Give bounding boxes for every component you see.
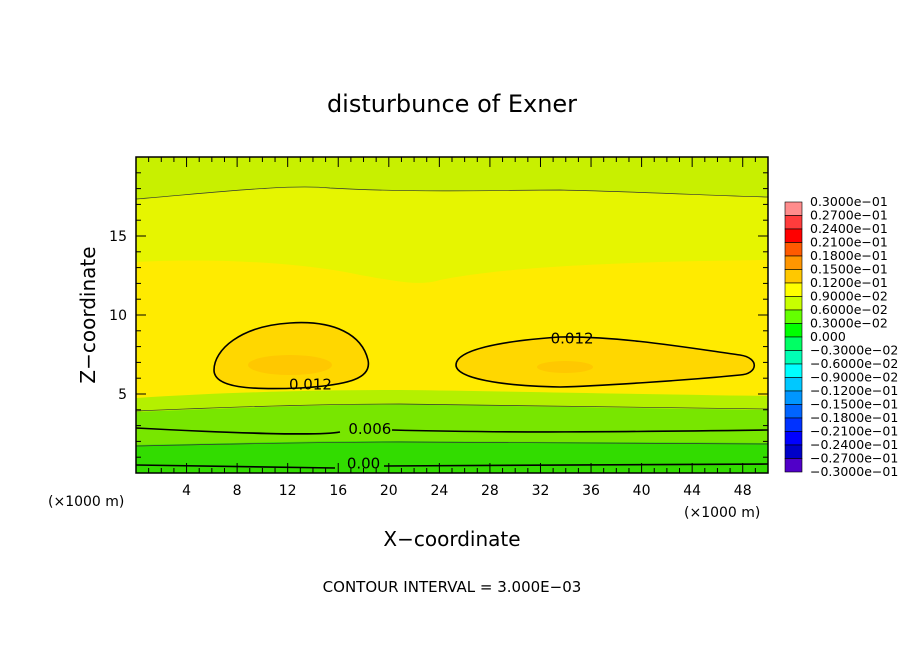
x-unit-label: (×1000 m) xyxy=(684,505,760,521)
legend-swatch xyxy=(784,350,803,365)
legend-swatch xyxy=(784,390,803,405)
legend-level-label: −0.3000e−01 xyxy=(810,464,898,479)
legend-swatch xyxy=(784,336,803,351)
color-legend: 0.3000e−010.2700e−010.2400e−010.2100e−01… xyxy=(784,194,898,479)
legend-swatch xyxy=(784,417,803,432)
legend-level-label: −0.3000e−02 xyxy=(810,343,898,358)
legend-level-label: 0.9000e−02 xyxy=(810,289,888,304)
x-tick-label: 24 xyxy=(430,483,448,499)
legend-level-label: −0.2100e−01 xyxy=(810,424,898,439)
x-tick-label: 48 xyxy=(734,483,752,499)
legend-swatch xyxy=(784,377,803,392)
legend-level-label: 0.000 xyxy=(810,329,846,344)
legend-level-label: −0.1800e−01 xyxy=(810,410,898,425)
legend-level-label: 0.2100e−01 xyxy=(810,235,888,250)
legend-swatch xyxy=(784,458,803,473)
x-tick-label: 8 xyxy=(233,483,242,499)
legend-level-label: 0.1200e−01 xyxy=(810,275,888,290)
legend-level-label: 0.1500e−01 xyxy=(810,262,888,277)
peak-right xyxy=(537,361,593,373)
legend-swatch xyxy=(784,309,803,324)
legend-level-label: −0.2400e−01 xyxy=(810,437,898,452)
contour-labels: 0.012 0.012 0.006 0.00 xyxy=(289,330,594,473)
x-tick-label: 44 xyxy=(683,483,701,499)
peak-left xyxy=(248,355,332,375)
y-tick-label: 15 xyxy=(109,229,127,245)
legend-swatch xyxy=(784,296,803,311)
contour-line-006 xyxy=(136,427,768,435)
contour-line-top xyxy=(136,186,768,200)
plot-area xyxy=(136,157,768,473)
contour-012-left xyxy=(213,321,370,390)
legend-level-label: 0.2400e−01 xyxy=(810,221,888,236)
legend-level-label: −0.6000e−02 xyxy=(810,356,898,371)
contour-line-zero xyxy=(136,463,768,469)
legend-level-label: −0.9000e−02 xyxy=(810,370,898,385)
legend-level-label: 0.6000e−02 xyxy=(810,302,888,317)
core-region-right xyxy=(456,336,755,387)
y-axis: 5 10 15 xyxy=(109,172,768,458)
legend-swatch xyxy=(784,363,803,378)
legend-swatch xyxy=(784,228,803,243)
x-axis-label: X−coordinate xyxy=(383,527,520,551)
legend-swatch xyxy=(784,215,803,230)
contour-012-right xyxy=(455,336,756,388)
x-tick-label: 16 xyxy=(329,483,347,499)
legend-level-label: 0.1800e−01 xyxy=(810,248,888,263)
x-tick-label: 4 xyxy=(182,483,191,499)
x-axis: 4 8 12 16 20 24 28 32 36 40 44 48 xyxy=(148,157,756,499)
chart-title: disturbunce of Exner xyxy=(327,90,577,118)
legend-swatch xyxy=(784,323,803,338)
y-tick-label: 5 xyxy=(118,387,127,403)
x-tick-label: 12 xyxy=(279,483,297,499)
x-tick-label: 28 xyxy=(481,483,499,499)
legend-swatch xyxy=(784,282,803,297)
x-tick-label: 36 xyxy=(582,483,600,499)
legend-level-label: −0.1200e−01 xyxy=(810,383,898,398)
x-tick-label: 40 xyxy=(633,483,651,499)
legend-swatch xyxy=(784,255,803,270)
legend-swatch xyxy=(784,404,803,419)
y-axis-label: Z−coordinate xyxy=(76,246,100,383)
legend-swatch xyxy=(784,201,803,216)
legend-swatch xyxy=(784,431,803,446)
x-tick-label: 32 xyxy=(532,483,550,499)
legend-level-label: −0.1500e−01 xyxy=(810,397,898,412)
contour-interval-note: CONTOUR INTERVAL = 3.000E−03 xyxy=(323,578,582,596)
legend-swatch xyxy=(784,269,803,284)
contour-label-3: 0.00 xyxy=(347,455,380,473)
contour-label-0: 0.012 xyxy=(289,376,332,394)
legend-swatch xyxy=(784,242,803,257)
legend-swatch xyxy=(784,444,803,459)
contour-label-2: 0.006 xyxy=(348,420,391,438)
legend-level-label: 0.2700e−01 xyxy=(810,208,888,223)
legend-level-label: 0.3000e−01 xyxy=(810,194,888,209)
y-unit-label: (×1000 m) xyxy=(48,494,124,510)
contour-label-1: 0.012 xyxy=(551,330,594,348)
legend-level-label: −0.2700e−01 xyxy=(810,451,898,466)
y-tick-label: 10 xyxy=(109,308,127,324)
contour-line-low xyxy=(136,441,768,447)
x-tick-label: 20 xyxy=(380,483,398,499)
legend-level-label: 0.3000e−02 xyxy=(810,316,888,331)
